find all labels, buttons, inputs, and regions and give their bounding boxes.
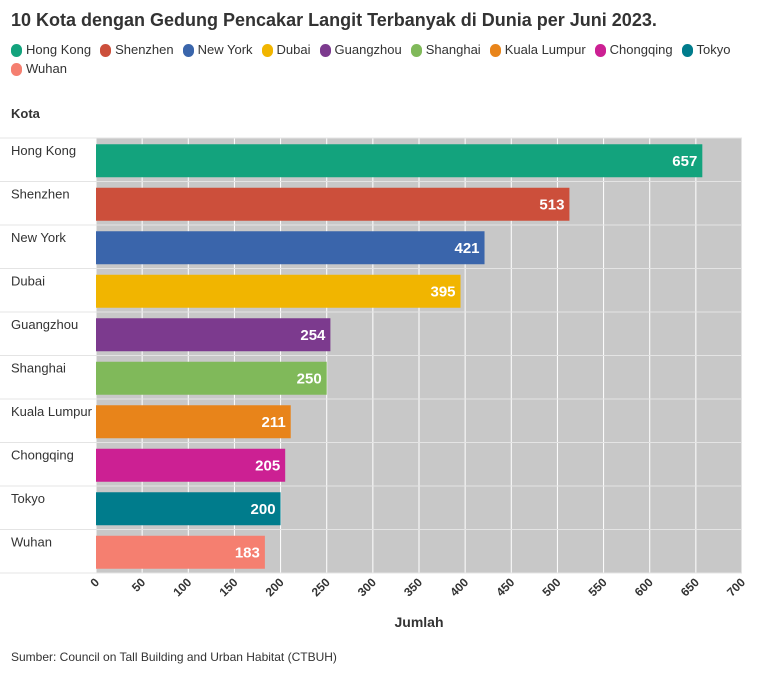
bar-value-label: 657	[672, 153, 697, 170]
x-tick-label: 0	[87, 575, 102, 590]
legend-label: Shanghai	[425, 42, 481, 57]
legend-swatch	[11, 62, 22, 76]
legend-item: Dubai	[261, 42, 311, 58]
bar-value-label: 250	[297, 370, 322, 387]
x-tick-label: 350	[401, 575, 425, 599]
legend-label: Hong Kong	[26, 42, 92, 57]
chart-title: 10 Kota dengan Gedung Pencakar Langit Te…	[11, 10, 657, 30]
legend-item: Guangzhou	[319, 42, 402, 58]
bar-value-label: 421	[454, 240, 479, 257]
legend-label: Chongqing	[609, 42, 673, 57]
x-tick-label: 150	[216, 575, 240, 599]
legend-item: Kuala Lumpur	[489, 42, 586, 58]
bar-value-label: 254	[300, 327, 326, 344]
category-label: New York	[11, 230, 66, 245]
bar	[96, 492, 281, 526]
bar	[96, 535, 265, 569]
legend-label: Kuala Lumpur	[504, 42, 586, 57]
category-label: Dubai	[11, 274, 45, 289]
legend-swatch	[489, 43, 501, 57]
legend: Hong Kong Shenzhen New York Dubai Guangzhou S…	[11, 42, 751, 77]
x-axis-title: Jumlah	[394, 614, 444, 630]
bar-value-label: 205	[255, 457, 280, 474]
legend-swatch	[319, 43, 331, 57]
x-tick-label: 50	[129, 575, 149, 595]
category-label: Guangzhou	[11, 317, 78, 332]
bar	[96, 187, 570, 221]
category-label: Shenzhen	[11, 187, 70, 202]
bar	[96, 231, 485, 265]
x-tick-label: 100	[170, 575, 194, 599]
legend-swatch	[410, 43, 422, 57]
legend-label: Dubai	[276, 42, 311, 57]
x-tick-label: 300	[355, 575, 379, 599]
bar-value-label: 513	[539, 196, 564, 213]
legend-label: Tokyo	[696, 42, 731, 57]
bar	[96, 361, 327, 395]
legend-swatch	[681, 43, 693, 57]
x-tick-label: 400	[447, 575, 471, 599]
bar-value-label: 200	[251, 501, 276, 518]
bar-value-label: 183	[235, 544, 260, 561]
category-label: Tokyo	[11, 491, 45, 506]
legend-swatch	[261, 43, 273, 57]
bar	[96, 405, 291, 439]
legend-swatch	[11, 43, 22, 57]
y-axis-title: Kota	[11, 106, 40, 121]
x-tick-label: 450	[493, 575, 517, 599]
category-label: Kuala Lumpur	[11, 404, 93, 419]
x-tick-label: 700	[724, 575, 748, 599]
bar	[96, 448, 286, 482]
bar-value-label: 395	[430, 283, 455, 300]
legend-item: Shanghai	[410, 42, 481, 58]
legend-label: Wuhan	[26, 61, 67, 76]
legend-label: New York	[197, 42, 253, 57]
bar-value-label: 211	[262, 414, 286, 431]
x-tick-label: 600	[632, 575, 656, 599]
legend-swatch	[182, 43, 194, 57]
x-tick-label: 250	[309, 575, 333, 599]
category-label: Shanghai	[11, 361, 66, 376]
x-tick-label: 650	[678, 575, 702, 599]
legend-swatch	[594, 43, 606, 57]
category-label: Chongqing	[11, 448, 74, 463]
legend-item: Hong Kong	[11, 42, 91, 58]
bar	[96, 144, 703, 178]
category-label: Hong Kong	[11, 143, 76, 158]
legend-item: New York	[182, 42, 253, 58]
category-label: Wuhan	[11, 535, 52, 550]
legend-item: Tokyo	[681, 42, 731, 58]
legend-item: Wuhan	[11, 61, 67, 77]
bar	[96, 274, 461, 308]
x-tick-label: 500	[539, 575, 563, 599]
source-note: Sumber: Council on Tall Building and Urb…	[11, 650, 337, 664]
legend-item: Shenzhen	[100, 42, 174, 58]
x-tick-label: 550	[586, 575, 610, 599]
legend-label: Guangzhou	[334, 42, 402, 57]
legend-label: Shenzhen	[115, 42, 174, 57]
bar	[96, 318, 331, 352]
legend-swatch	[100, 43, 112, 57]
x-tick-label: 200	[263, 575, 287, 599]
legend-item: Chongqing	[594, 42, 673, 58]
